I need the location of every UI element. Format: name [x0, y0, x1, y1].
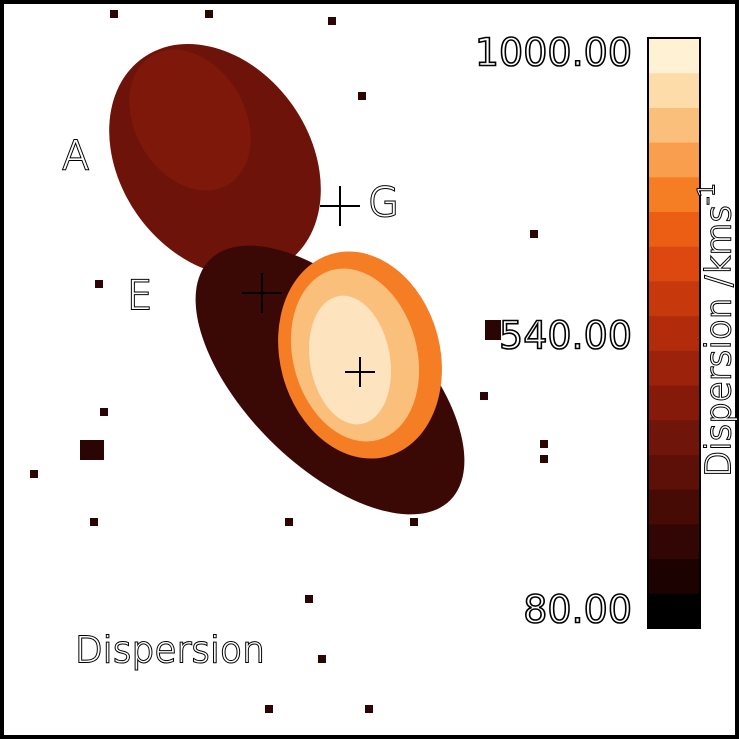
colorbar-step	[648, 280, 700, 317]
colorbar-step	[648, 72, 700, 108]
colorbar-step	[648, 454, 700, 490]
colorbar	[647, 37, 701, 629]
colorbar-step	[648, 211, 700, 247]
region-blob	[129, 49, 251, 191]
colorbar-frame	[647, 37, 701, 629]
region-label: E	[127, 273, 152, 319]
colorbar-step	[648, 419, 700, 455]
region-label: G	[368, 180, 399, 226]
colorbar-step	[648, 38, 700, 74]
panel-label: Dispersion	[75, 630, 265, 671]
colorbar-step	[648, 246, 700, 282]
colorbar-step	[648, 385, 700, 421]
colorbar-step	[648, 142, 700, 178]
colorbar-step	[648, 315, 700, 351]
colorbar-step	[648, 176, 700, 213]
region-label: A	[62, 133, 89, 179]
colorbar-step	[648, 558, 700, 594]
colorbar-label: Dispersion /kms-1	[695, 183, 739, 477]
colorbar-step	[648, 523, 700, 560]
region-blob	[309, 295, 391, 425]
pixels	[30, 10, 548, 713]
colorbar-tick: 1000.00	[475, 31, 632, 75]
markers	[242, 186, 375, 387]
colorbar-step	[648, 593, 700, 629]
colorbar-tick: 80.00	[523, 588, 632, 632]
colorbar-tick: 540.00	[499, 314, 632, 358]
dispersion-map	[30, 10, 548, 713]
colorbar-step	[648, 489, 700, 525]
colorbar-step	[648, 107, 700, 143]
colorbar-step	[648, 350, 700, 386]
